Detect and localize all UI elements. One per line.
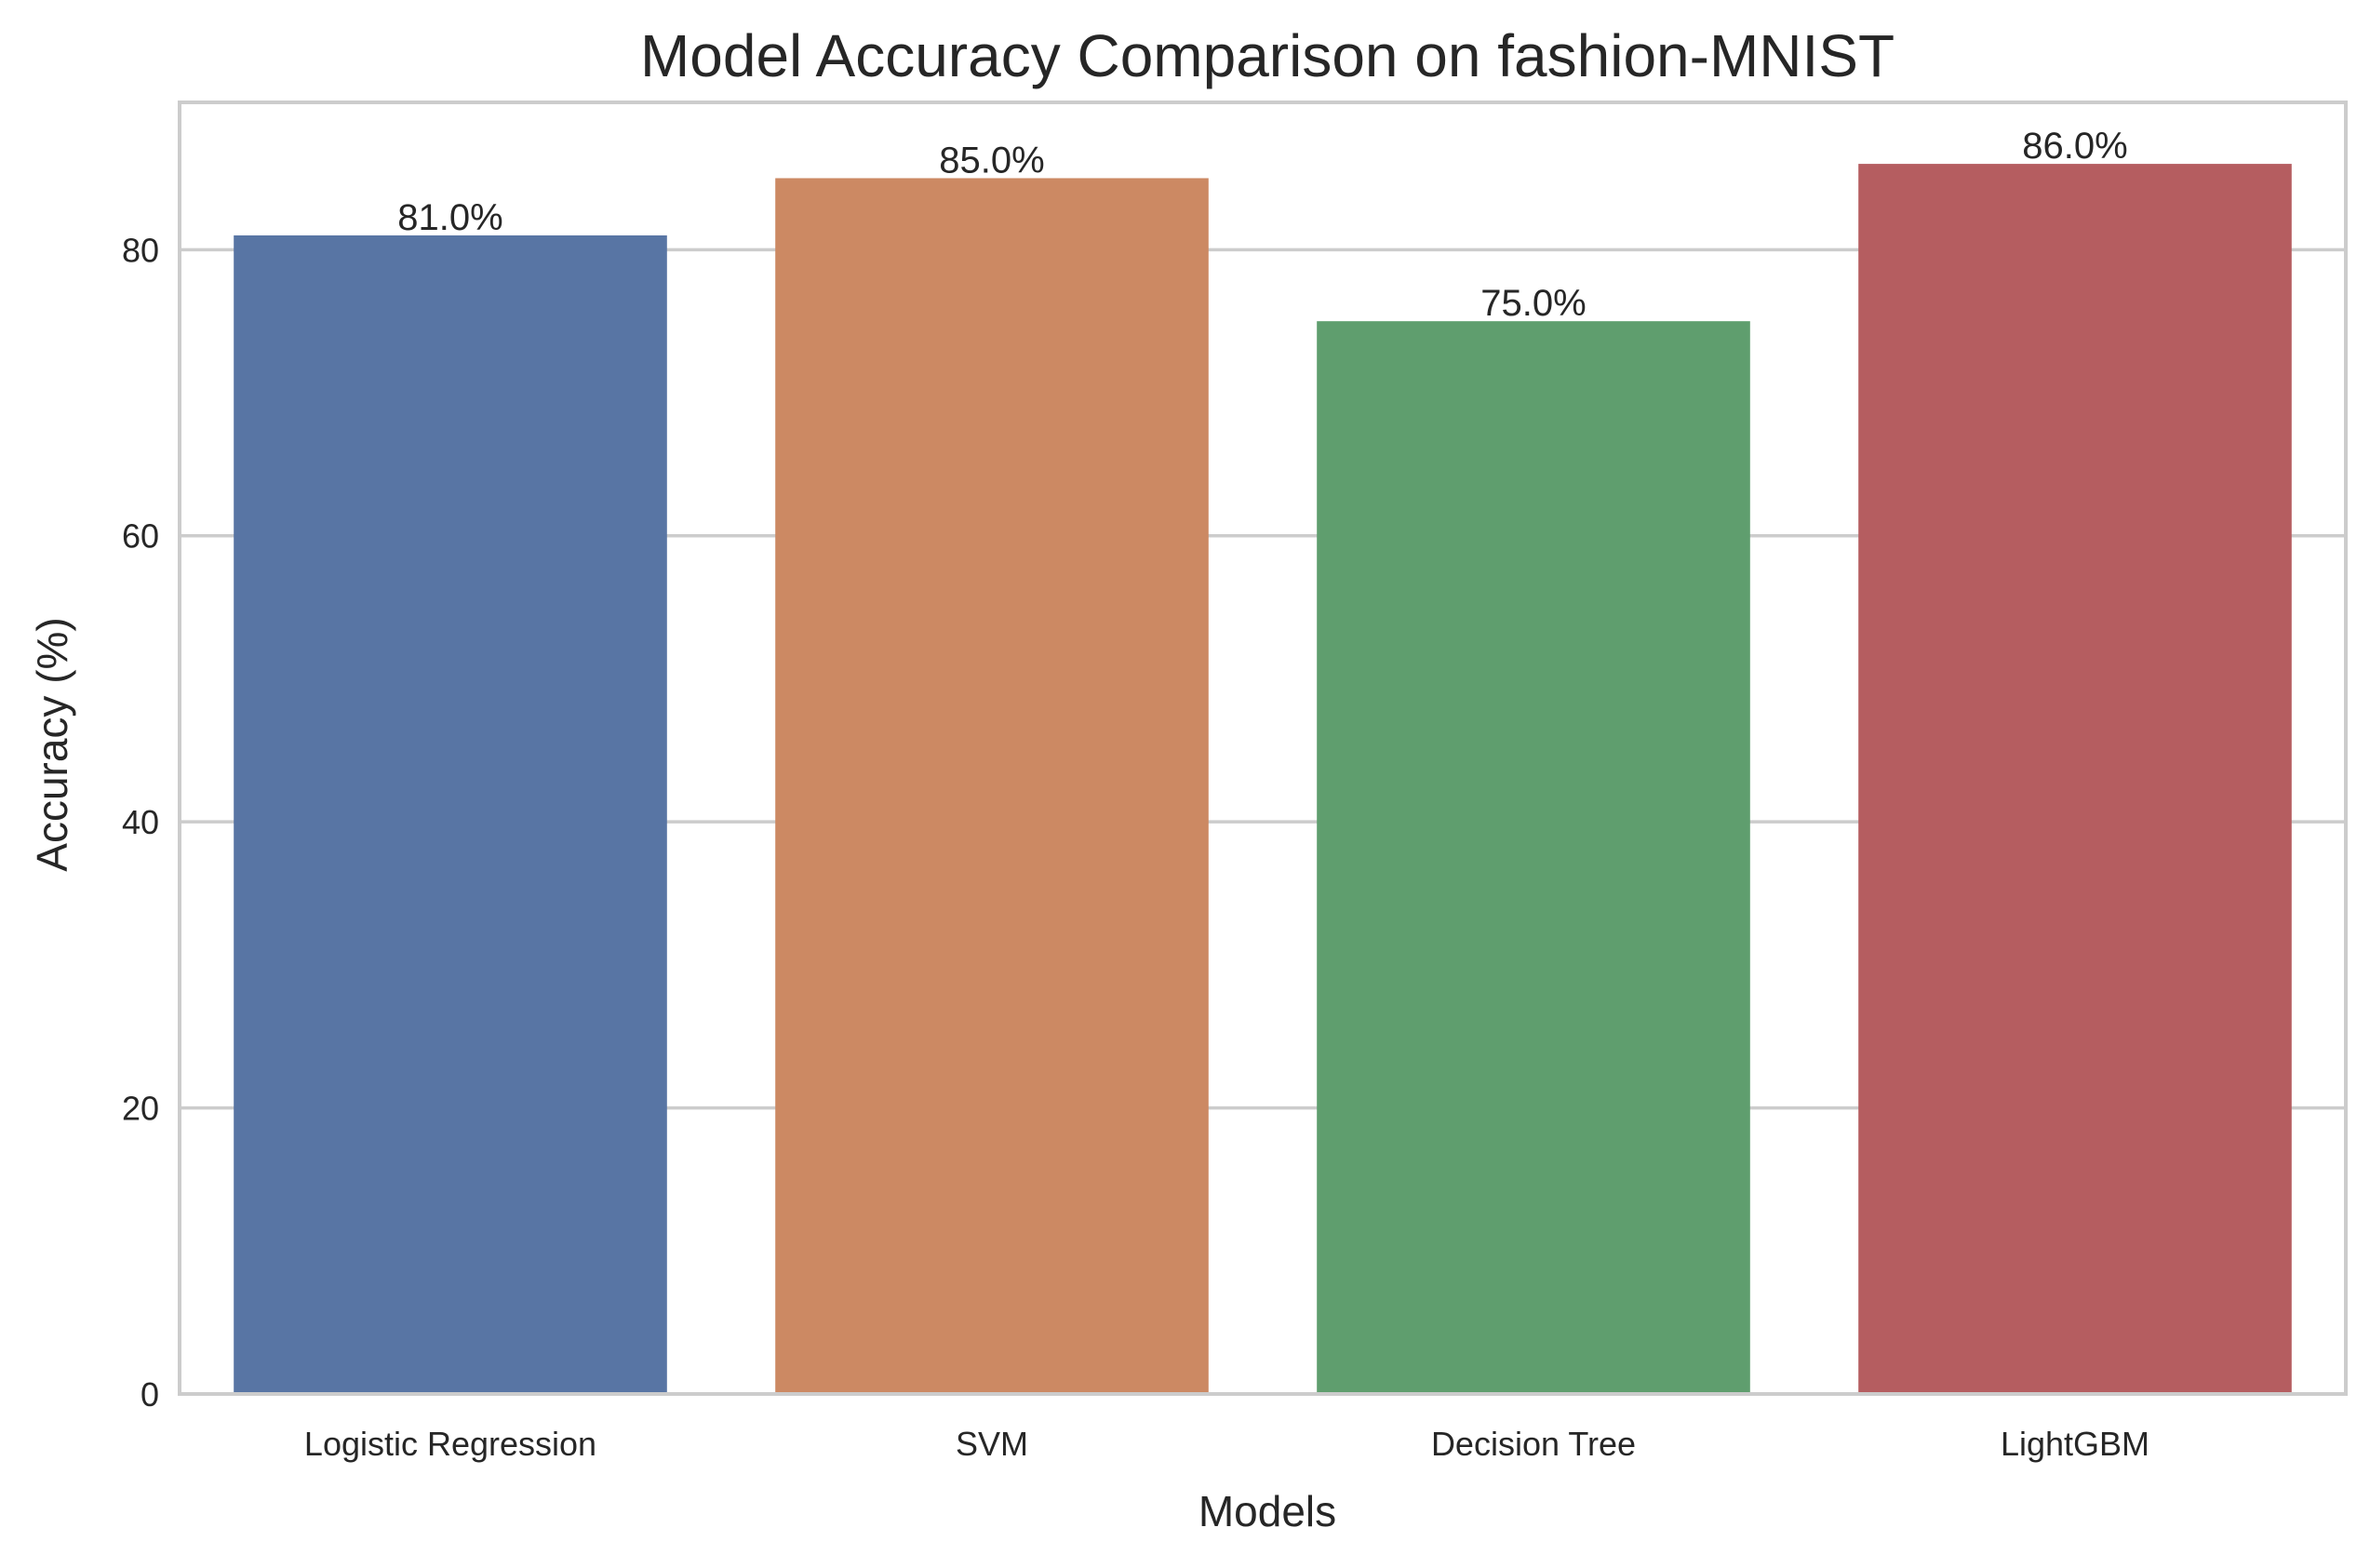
y-axis-title: Accuracy (%) (28, 617, 76, 871)
y-tick-label: 80 (122, 231, 159, 269)
y-tick-label: 40 (122, 803, 159, 841)
plot-frame (178, 101, 2348, 1396)
x-tick-label: Logistic Regression (304, 1425, 596, 1463)
data-labels: 81.0% 85.0% 75.0% 86.0% (397, 126, 2127, 324)
y-tick-label: 60 (122, 517, 159, 556)
data-label: 75.0% (1480, 283, 1586, 324)
chart-title: Model Accuracy Comparison on fashion-MNI… (640, 22, 1895, 89)
data-label: 85.0% (939, 140, 1044, 181)
y-tick-label: 0 (141, 1375, 159, 1414)
bar-svm (775, 178, 1209, 1395)
data-label: 86.0% (2022, 126, 2127, 167)
bar-logistic-regression (234, 235, 667, 1394)
data-label: 81.0% (397, 197, 502, 238)
bars (234, 164, 2292, 1395)
x-axis-title: Models (1198, 1487, 1336, 1535)
bar-lightgbm (1858, 164, 2292, 1395)
x-tick-label: Decision Tree (1431, 1425, 1636, 1463)
x-tick-label: SVM (956, 1425, 1028, 1463)
bar-decision-tree (1317, 321, 1750, 1395)
x-tick-label: LightGBM (2001, 1425, 2149, 1463)
y-axis-ticks: 0 20 40 60 80 (122, 231, 159, 1414)
y-tick-label: 20 (122, 1090, 159, 1128)
x-axis-ticks: Logistic Regression SVM Decision Tree Light… (304, 1425, 2149, 1463)
